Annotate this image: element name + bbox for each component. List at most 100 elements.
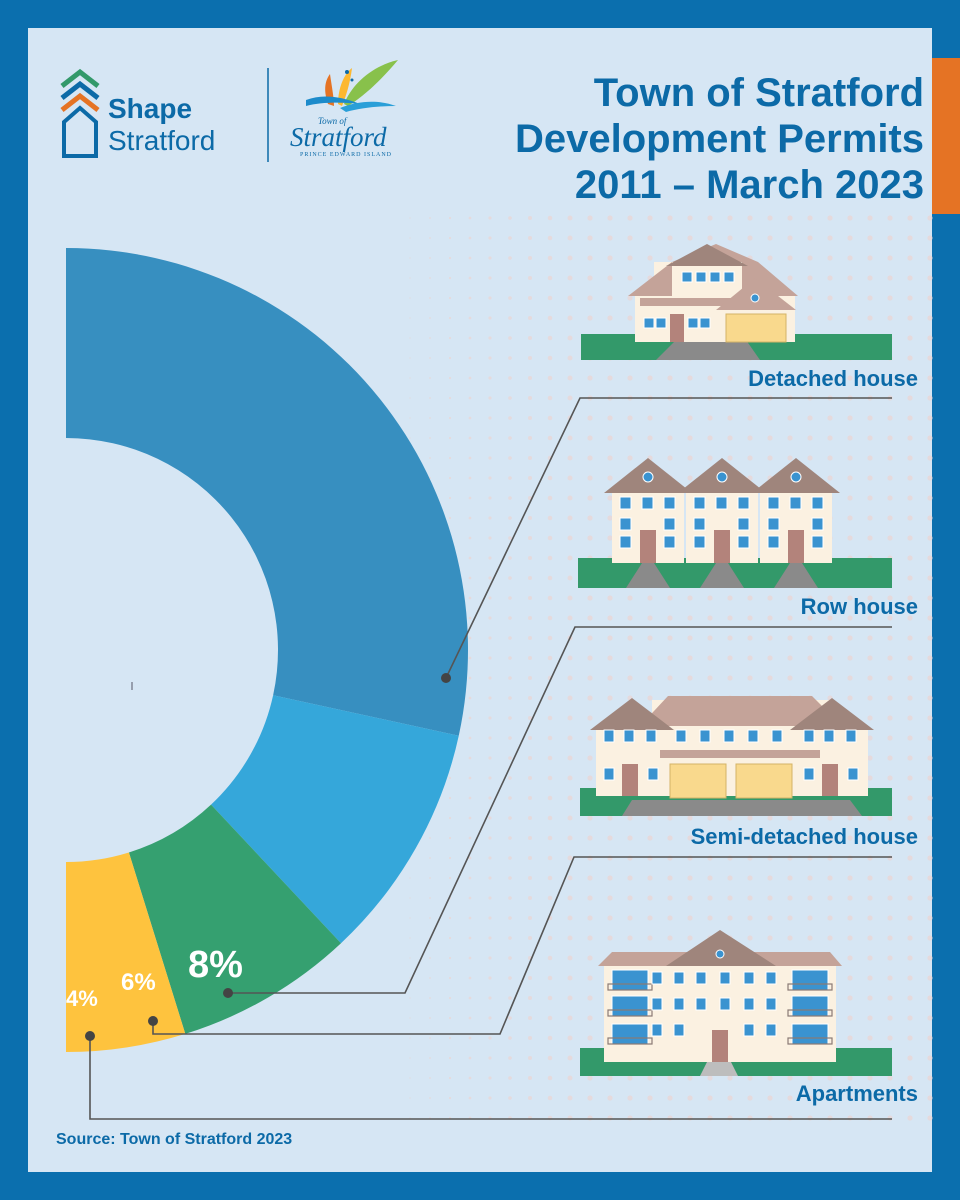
dot <box>627 655 633 661</box>
dot <box>907 235 913 241</box>
dot <box>429 1057 431 1059</box>
dot <box>567 255 573 261</box>
dot <box>927 1035 933 1041</box>
dot <box>787 235 793 241</box>
dot <box>707 875 713 881</box>
dot <box>607 515 613 521</box>
dot <box>468 636 472 640</box>
dot <box>508 296 512 300</box>
dot <box>448 356 452 360</box>
dot <box>468 716 472 720</box>
dot <box>887 275 893 281</box>
dot <box>508 496 512 500</box>
dot <box>907 455 913 461</box>
dot <box>468 376 472 380</box>
dot <box>907 995 913 1001</box>
category-label-detached: Detached house <box>748 366 918 391</box>
dot <box>508 836 512 840</box>
dot <box>508 916 512 920</box>
dot <box>607 655 613 661</box>
dot <box>767 415 773 421</box>
dot <box>687 1095 693 1101</box>
dot <box>607 415 613 421</box>
door <box>640 530 656 563</box>
dot <box>867 1075 873 1081</box>
dot <box>587 875 593 881</box>
dot <box>429 217 431 219</box>
window <box>811 496 824 510</box>
dot <box>887 855 893 861</box>
dot <box>827 855 833 861</box>
dot <box>508 556 512 560</box>
dot <box>409 357 411 359</box>
dot <box>887 435 893 441</box>
dot <box>468 676 472 680</box>
dot <box>409 237 411 239</box>
window <box>643 317 655 329</box>
dot <box>587 1115 593 1121</box>
dot <box>707 855 713 861</box>
dot <box>468 576 472 580</box>
dot <box>727 1115 733 1121</box>
dot <box>907 795 913 801</box>
dot <box>847 635 853 641</box>
balcony-rail <box>787 1009 833 1017</box>
dot <box>508 996 512 1000</box>
dot <box>508 236 512 240</box>
dot <box>767 235 773 241</box>
dot <box>468 876 472 880</box>
window <box>651 997 663 1011</box>
dot <box>707 615 713 621</box>
dot <box>927 775 933 781</box>
center-roof <box>640 696 842 726</box>
window <box>803 767 815 781</box>
dot <box>767 595 773 601</box>
dot <box>687 635 693 641</box>
chevron-green <box>60 68 100 88</box>
dot <box>807 415 813 421</box>
dot <box>627 895 633 901</box>
dot <box>667 1095 673 1101</box>
dot <box>647 1115 653 1121</box>
balcony-window <box>611 969 649 991</box>
dot <box>647 1095 653 1101</box>
dot <box>927 695 933 701</box>
dot <box>807 655 813 661</box>
dot <box>607 695 613 701</box>
dot <box>488 576 492 580</box>
dot <box>647 215 653 221</box>
dot <box>488 736 492 740</box>
dot <box>488 616 492 620</box>
window <box>693 535 706 549</box>
dot <box>667 235 673 241</box>
dot <box>409 897 411 899</box>
dot <box>867 875 873 881</box>
dot <box>907 495 913 501</box>
dot <box>727 415 733 421</box>
dot <box>807 275 813 281</box>
dot <box>547 655 553 661</box>
dot <box>547 595 553 601</box>
window <box>603 767 615 781</box>
dot <box>687 475 693 481</box>
dot <box>867 215 873 221</box>
dot <box>727 375 733 381</box>
dot <box>488 236 492 240</box>
dot <box>927 475 933 481</box>
dot <box>547 1055 553 1061</box>
dot <box>887 375 893 381</box>
dot <box>527 1095 533 1101</box>
dot <box>587 975 593 981</box>
dot <box>867 435 873 441</box>
dot <box>907 395 913 401</box>
dot <box>927 1055 933 1061</box>
dot <box>607 375 613 381</box>
dot <box>767 615 773 621</box>
dot <box>927 355 933 361</box>
dot <box>887 835 893 841</box>
dot <box>527 355 533 361</box>
dot <box>488 776 492 780</box>
driveway <box>774 563 818 588</box>
dot <box>409 997 411 999</box>
dot <box>847 595 853 601</box>
